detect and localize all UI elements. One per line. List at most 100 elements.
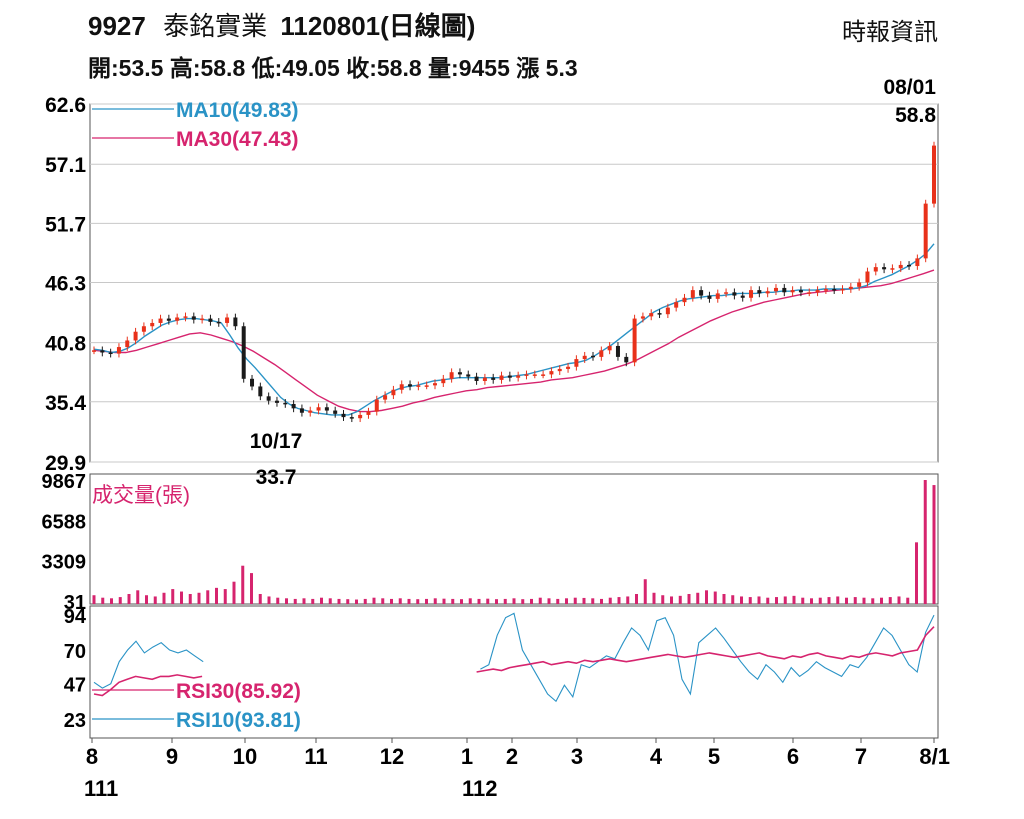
volume-bar (678, 595, 682, 604)
volume-bar (512, 598, 516, 604)
volume-bar (320, 597, 323, 604)
rsi-tick-label: 94 (64, 606, 87, 628)
candle-body (557, 368, 562, 372)
candle-body (92, 350, 96, 352)
x-tick-label: 11 (304, 744, 327, 769)
volume-bar (328, 598, 332, 604)
volume-bar (425, 598, 428, 604)
volume-bar (538, 597, 542, 604)
volume-tick-label: 6588 (42, 511, 87, 533)
candle-body (549, 371, 554, 375)
candle-body (299, 408, 304, 413)
price-tick-label: 29.9 (45, 452, 86, 475)
price-tick-label: 51.7 (45, 213, 86, 236)
candle-body (225, 317, 230, 323)
candle-body (324, 407, 329, 411)
volume-bar (346, 599, 350, 604)
volume-bar (407, 598, 411, 604)
candle-body (798, 290, 803, 293)
candle-body (607, 345, 612, 351)
volume-bar (617, 597, 621, 604)
candle-body (865, 271, 870, 283)
volume-bar (556, 598, 560, 604)
volume-bar (311, 598, 315, 604)
rsi-tick-label: 70 (64, 641, 86, 663)
x-tick-label: 3 (571, 744, 583, 769)
candle-body (757, 290, 762, 294)
volume-bar (740, 596, 743, 604)
candle-body (923, 203, 928, 259)
price-legend-label: MA10(49.83) (176, 99, 299, 122)
candle-body (191, 316, 196, 320)
candle-body (482, 377, 487, 381)
volume-bar (635, 594, 638, 604)
candle-body (283, 402, 288, 405)
x-tick-label: 4 (650, 744, 663, 769)
volume-bar (547, 598, 551, 604)
volume-label: 成交量(張) (92, 484, 190, 507)
candle-body (141, 326, 146, 332)
price-tick-label: 57.1 (45, 154, 86, 177)
rsi30-line (93, 674, 203, 697)
volume-bar (530, 598, 533, 604)
rsi-legend-label: RSI10(93.81) (176, 709, 301, 732)
volume-bar (582, 597, 586, 604)
volume-bar (591, 598, 595, 604)
volume-bar (871, 598, 875, 604)
candle-body (266, 396, 271, 401)
volume-bar (766, 597, 770, 604)
candle-body (241, 326, 246, 379)
volume-bar (495, 599, 498, 604)
candle-body (116, 347, 121, 354)
candle-body (383, 395, 388, 400)
rsi30-line (476, 626, 935, 673)
volume-bar (915, 542, 918, 604)
low-annotation-date: 10/17 (250, 430, 303, 453)
candle-body (591, 355, 596, 358)
volume-bar (626, 596, 630, 604)
candle-body (682, 297, 687, 303)
candle-body (408, 384, 413, 387)
candle-body (632, 318, 637, 363)
candle-body (166, 318, 171, 321)
volume-bar (853, 597, 857, 604)
candle-body (815, 290, 820, 293)
volume-tick-label: 9867 (42, 471, 87, 493)
rsi10-line (480, 612, 935, 703)
x-tick-label: 7 (855, 744, 867, 769)
volume-bar (810, 598, 813, 604)
volume-bar (285, 598, 288, 604)
candle-body (665, 307, 670, 315)
volume-bar (731, 595, 735, 604)
candle-body (707, 295, 712, 299)
candle-body (424, 385, 429, 387)
volume-bar (608, 597, 612, 604)
candle-body (449, 372, 454, 379)
volume-bar (136, 590, 140, 604)
volume-bar (713, 591, 717, 604)
volume-bar (162, 592, 166, 604)
candle-body (541, 374, 546, 376)
candle-body (915, 258, 920, 267)
volume-bar (267, 596, 271, 604)
candle-body (133, 331, 138, 341)
candle-body (432, 383, 437, 386)
candle-body (615, 345, 620, 357)
volume-bar (171, 589, 175, 604)
volume-bar (906, 597, 910, 604)
candle-body (183, 316, 188, 318)
volume-bar (862, 597, 866, 604)
candle-body (175, 317, 180, 321)
candle-body (765, 291, 770, 294)
x-tick-label: 8/1 (919, 744, 950, 769)
candle-body (491, 377, 496, 380)
candle-body (391, 389, 396, 396)
stock-code: 9927 (88, 11, 146, 41)
candle-body (740, 295, 745, 298)
volume-bar (276, 597, 280, 604)
volume-bar (390, 598, 393, 604)
volume-bar (888, 597, 892, 604)
volume-bar (206, 590, 210, 604)
volume-bar (880, 597, 883, 604)
